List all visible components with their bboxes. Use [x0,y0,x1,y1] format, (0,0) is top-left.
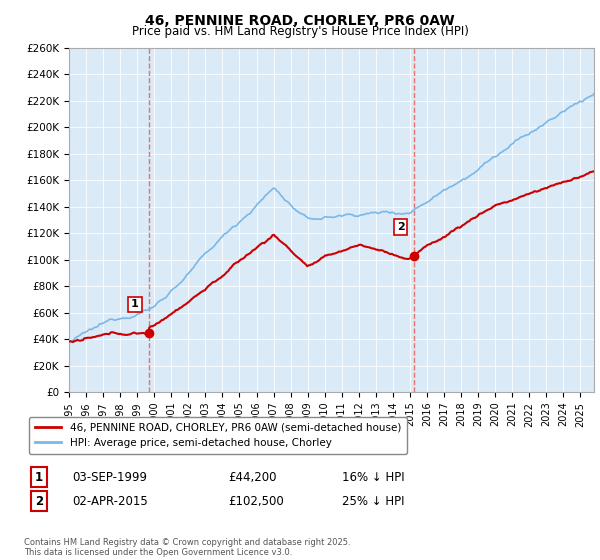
Text: Contains HM Land Registry data © Crown copyright and database right 2025.
This d: Contains HM Land Registry data © Crown c… [24,538,350,557]
Text: £44,200: £44,200 [228,470,277,484]
Text: 2: 2 [397,222,404,232]
Text: 1: 1 [131,299,139,309]
Text: 25% ↓ HPI: 25% ↓ HPI [342,494,404,508]
Text: 03-SEP-1999: 03-SEP-1999 [72,470,147,484]
Text: 1: 1 [35,470,43,484]
Text: 2: 2 [35,494,43,508]
Text: Price paid vs. HM Land Registry's House Price Index (HPI): Price paid vs. HM Land Registry's House … [131,25,469,38]
Legend: 46, PENNINE ROAD, CHORLEY, PR6 0AW (semi-detached house), HPI: Average price, se: 46, PENNINE ROAD, CHORLEY, PR6 0AW (semi… [29,417,407,454]
Text: 16% ↓ HPI: 16% ↓ HPI [342,470,404,484]
Text: 02-APR-2015: 02-APR-2015 [72,494,148,508]
Text: 46, PENNINE ROAD, CHORLEY, PR6 0AW: 46, PENNINE ROAD, CHORLEY, PR6 0AW [145,14,455,28]
Text: £102,500: £102,500 [228,494,284,508]
